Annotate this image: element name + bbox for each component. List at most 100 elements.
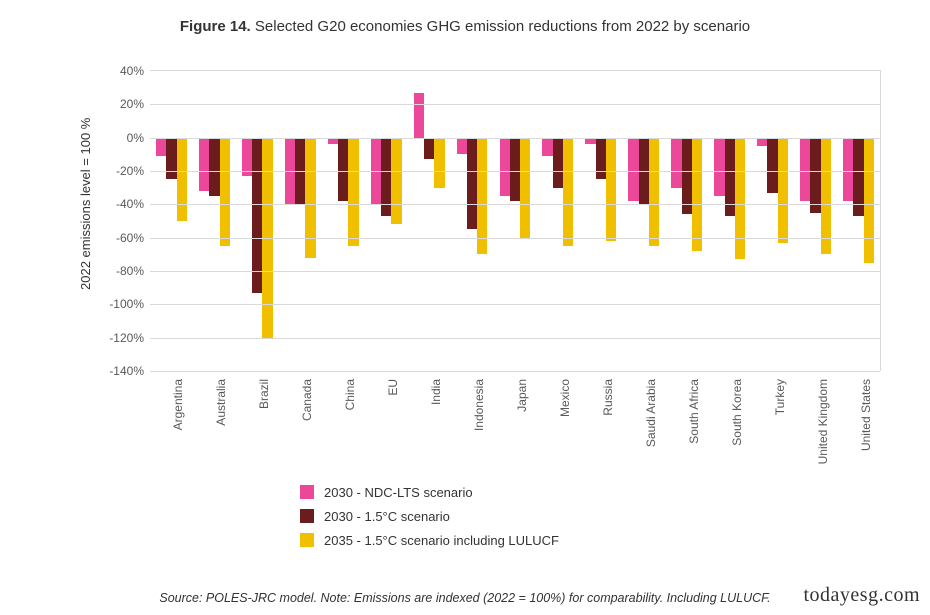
figure-title-text: Selected G20 economies GHG emission redu…	[251, 18, 750, 35]
bar	[209, 138, 219, 196]
watermark: todayesg.com	[803, 584, 920, 607]
bar	[563, 138, 573, 246]
y-tick-label: -20%	[116, 164, 150, 178]
category-label: Indonesia	[472, 379, 486, 431]
category-label: Turkey	[773, 379, 787, 415]
bar	[628, 138, 638, 201]
y-tick-label: 40%	[120, 64, 150, 78]
grid-line	[150, 371, 880, 372]
bar	[348, 138, 358, 246]
bar	[252, 138, 262, 293]
bar	[596, 138, 606, 180]
grid-line	[150, 271, 880, 272]
chart-area: 2022 emissions level = 100 % ArgentinaAu…	[60, 70, 880, 370]
bar	[220, 138, 230, 246]
category-label: Argentina	[171, 379, 185, 430]
page-root: Figure 14. Selected G20 economies GHG em…	[0, 0, 930, 615]
category-label: Saudi Arabia	[644, 379, 658, 447]
legend-label: 2030 - NDC-LTS scenario	[324, 485, 473, 500]
bar	[457, 138, 467, 155]
category-group: Mexico	[536, 71, 579, 371]
grid-line	[150, 204, 880, 205]
category-label: Brazil	[257, 379, 271, 409]
y-tick-label: -60%	[116, 231, 150, 245]
y-tick-label: 0%	[127, 131, 150, 145]
grid-line	[150, 104, 880, 105]
category-label: EU	[386, 379, 400, 396]
legend-item: 2030 - NDC-LTS scenario	[300, 480, 559, 504]
bar	[682, 138, 692, 215]
bar	[692, 138, 702, 251]
grid-line	[150, 238, 880, 239]
bar	[735, 138, 745, 260]
bars-layer: ArgentinaAustraliaBrazilCanadaChinaEUInd…	[150, 71, 880, 371]
bar	[500, 138, 510, 196]
category-group: Argentina	[150, 71, 193, 371]
bar	[843, 138, 853, 201]
category-group: South Korea	[708, 71, 751, 371]
category-label: India	[429, 379, 443, 405]
legend-item: 2035 - 1.5°C scenario including LULUCF	[300, 528, 559, 552]
category-group: Turkey	[751, 71, 794, 371]
category-group: United States	[837, 71, 880, 371]
category-group: United Kingdom	[794, 71, 837, 371]
category-label: United States	[859, 379, 873, 451]
bar	[156, 138, 166, 156]
bar	[199, 138, 209, 191]
bar	[864, 138, 874, 263]
legend-label: 2030 - 1.5°C scenario	[324, 509, 450, 524]
category-group: EU	[365, 71, 408, 371]
y-axis-label: 2022 emissions level = 100 %	[78, 118, 93, 290]
bar	[520, 138, 530, 238]
category-label: Canada	[300, 379, 314, 421]
legend-swatch	[300, 533, 314, 547]
bar	[800, 138, 810, 201]
grid-line	[150, 338, 880, 339]
legend-swatch	[300, 509, 314, 523]
y-tick-label: -100%	[109, 297, 150, 311]
category-group: Brazil	[236, 71, 279, 371]
legend: 2030 - NDC-LTS scenario 2030 - 1.5°C scen…	[300, 480, 559, 552]
grid-line	[150, 171, 880, 172]
figure-title: Figure 14. Selected G20 economies GHG em…	[0, 0, 930, 35]
bar	[778, 138, 788, 243]
y-tick-label: -120%	[109, 331, 150, 345]
category-label: Japan	[515, 379, 529, 412]
bar	[671, 138, 681, 188]
plot-area: ArgentinaAustraliaBrazilCanadaChinaEUInd…	[150, 70, 881, 371]
bar	[434, 138, 444, 188]
category-group: India	[408, 71, 451, 371]
category-group: South Africa	[665, 71, 708, 371]
legend-swatch	[300, 485, 314, 499]
figure-number: Figure 14.	[180, 18, 251, 35]
source-footnote: Source: POLES-JRC model. Note: Emissions…	[0, 591, 930, 605]
bar	[338, 138, 348, 201]
y-tick-label: -140%	[109, 364, 150, 378]
category-label: South Africa	[687, 379, 701, 444]
bar	[424, 138, 434, 160]
y-tick-label: -40%	[116, 197, 150, 211]
bar	[649, 138, 659, 246]
category-group: Russia	[579, 71, 622, 371]
bar	[391, 138, 401, 225]
category-group: Japan	[494, 71, 537, 371]
bar	[510, 138, 520, 201]
grid-line	[150, 304, 880, 305]
category-label: United Kingdom	[816, 379, 830, 464]
y-tick-label: -80%	[116, 264, 150, 278]
bar	[166, 138, 176, 180]
bar	[414, 93, 424, 138]
category-label: China	[343, 379, 357, 410]
bar	[714, 138, 724, 196]
category-group: China	[322, 71, 365, 371]
legend-item: 2030 - 1.5°C scenario	[300, 504, 559, 528]
bar	[767, 138, 777, 193]
bar	[810, 138, 820, 213]
category-group: Saudi Arabia	[622, 71, 665, 371]
category-label: Australia	[214, 379, 228, 426]
category-group: Australia	[193, 71, 236, 371]
category-group: Canada	[279, 71, 322, 371]
y-tick-label: 20%	[120, 97, 150, 111]
bar	[553, 138, 563, 188]
bar	[467, 138, 477, 230]
